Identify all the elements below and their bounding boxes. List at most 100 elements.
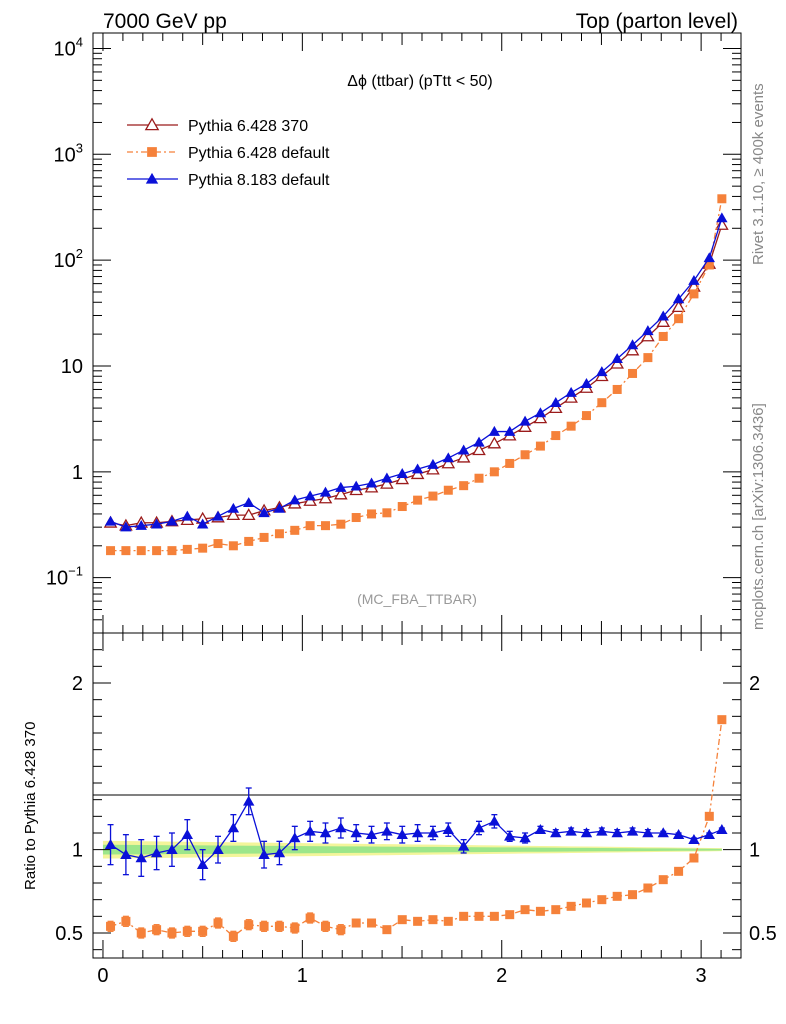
ratio-point-0: [535, 906, 545, 916]
ratio-y-label: Ratio to Pythia 6.428 370: [22, 722, 39, 890]
watermark: (MC_FBA_TTBAR): [357, 591, 477, 607]
data-point-2: [473, 436, 485, 447]
header-right: Top (parton level): [576, 10, 738, 33]
ratio-point-1: [703, 828, 715, 839]
data-point-1: [505, 458, 515, 468]
data-point-1: [121, 546, 131, 556]
ratio-point-1: [258, 848, 270, 859]
ratio-point-0: [717, 715, 727, 725]
data-point-1: [351, 513, 361, 523]
data-point-0: [395, 472, 410, 485]
data-point-2: [550, 396, 562, 407]
ratio-point-1: [411, 827, 424, 838]
ratio-point-1: [181, 828, 194, 839]
data-point-2: [688, 274, 700, 285]
data-point-2: [166, 515, 178, 526]
ratio-point-0: [505, 910, 515, 920]
ratio-point-0: [597, 895, 607, 905]
data-point-2: [396, 467, 408, 478]
data-point-2: [580, 378, 593, 388]
x-tick-label: 0: [97, 965, 108, 987]
legend-marker: [147, 147, 157, 157]
ratio-point-1: [550, 827, 562, 838]
data-point-0: [410, 467, 425, 480]
series-line-1: [110, 198, 723, 552]
ratio-point-0: [658, 875, 668, 885]
ratio-point-0: [581, 898, 591, 908]
ratio-point-0: [290, 923, 300, 933]
ratio-point-0: [704, 811, 714, 821]
y-tick-base: 10: [54, 38, 76, 60]
data-point-2: [565, 386, 577, 397]
ratio-point-1: [273, 847, 286, 858]
y-tick-exponent: 4: [76, 34, 83, 49]
ratio-point-0: [689, 853, 699, 863]
ratio-point-0: [182, 926, 192, 936]
data-point-2: [716, 212, 728, 223]
y-tick-base: 10: [46, 568, 68, 590]
data-point-2: [196, 518, 209, 529]
ratio-point-0: [152, 925, 162, 935]
ratio-point-0: [106, 921, 116, 931]
ratio-point-1: [657, 827, 669, 838]
data-point-1: [290, 525, 300, 535]
header-left: 7000 GeV pp: [103, 10, 227, 33]
ratio-point-0: [489, 911, 499, 921]
ratio-point-0: [228, 931, 238, 941]
data-point-0: [380, 476, 394, 489]
y-tick-base: 10: [61, 356, 83, 378]
ratio-point-1: [120, 848, 132, 859]
data-point-2: [258, 507, 270, 518]
chart-title: Δϕ (ttbar) (pTtt < 50): [347, 73, 492, 90]
data-point-2: [181, 510, 194, 521]
data-point-1: [443, 485, 453, 495]
legend-marker: [144, 117, 160, 131]
ratio-point-1: [519, 832, 531, 843]
ratio-point-1: [580, 827, 593, 838]
data-point-0: [334, 487, 348, 500]
main-series: [103, 194, 729, 556]
data-point-0: [641, 329, 655, 342]
data-point-2: [457, 444, 470, 455]
data-point-1: [244, 536, 254, 546]
ratio-point-1: [488, 815, 501, 826]
data-point-1: [152, 546, 162, 556]
data-point-2: [104, 515, 117, 526]
ratio-point-0: [643, 883, 653, 893]
ratio-point-0: [336, 925, 346, 935]
data-point-1: [428, 491, 438, 501]
ratio-point-0: [443, 916, 453, 926]
y-tick-label: 10: [61, 356, 83, 378]
ratio-point-1: [611, 827, 623, 838]
ratio-point-0: [167, 928, 177, 938]
data-point-2: [411, 463, 424, 474]
data-point-1: [643, 353, 653, 363]
data-point-1: [689, 289, 699, 299]
data-point-2: [442, 452, 455, 463]
legend-label: Pythia 8.183 default: [188, 172, 330, 189]
ratio-point-0: [628, 890, 638, 900]
ratio-point-0: [198, 926, 208, 936]
data-point-1: [535, 441, 545, 451]
ratio-point-1: [335, 822, 347, 833]
ratio-point-1: [396, 828, 408, 839]
ratio-point-1: [672, 828, 685, 839]
ratio-point-0: [274, 921, 284, 931]
ratio-point-1: [166, 843, 178, 854]
ratio-point-1: [442, 823, 455, 834]
ratio-point-0: [367, 918, 377, 928]
ratio-y-tick-label-right: 2: [749, 673, 760, 695]
data-point-2: [335, 481, 347, 492]
ratio-point-0: [397, 915, 407, 925]
ratio-point-1: [104, 838, 117, 849]
y-tick-exponent: 3: [76, 140, 83, 155]
data-point-2: [289, 494, 301, 505]
ratio-ticks: 0.5 0.5 1 1 2 2 0 1 2 3: [55, 633, 777, 987]
y-tick-exponent: 2: [76, 246, 83, 261]
data-point-0: [487, 436, 502, 449]
ratio-point-0: [244, 920, 254, 930]
data-point-0: [226, 508, 241, 521]
data-point-1: [581, 411, 591, 421]
data-point-2: [120, 521, 132, 532]
